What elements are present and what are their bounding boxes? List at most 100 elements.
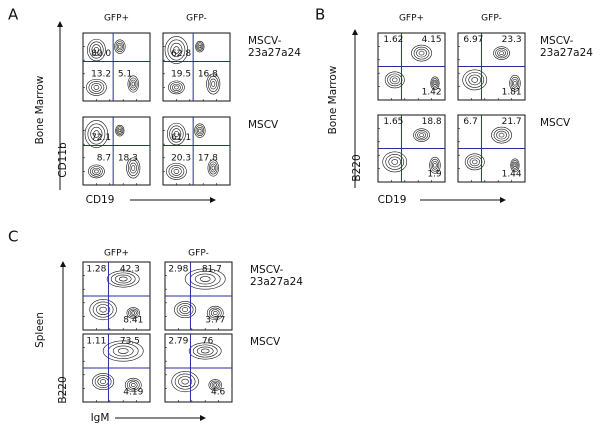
contour [493,128,510,142]
contour [169,125,184,143]
y-marker-label: CD11b [57,142,69,178]
quadrant-value: 76 [202,336,214,346]
contour [206,305,224,321]
contour [468,74,482,86]
contour [168,164,185,178]
quadrant-value: 80.0 [91,49,111,59]
contour [192,344,218,358]
contour [391,159,399,165]
contour [415,129,428,141]
quadrant-value: 18.3 [118,153,138,163]
contour [129,162,137,174]
contour [210,380,221,390]
quadrant-value: 8.7 [97,153,111,163]
row-label: MSCV- [250,264,284,276]
contour [110,272,136,286]
contour [465,72,485,88]
contour [431,160,438,170]
quadrant-value: 1.81 [502,87,522,97]
contour [117,348,129,354]
contour [413,46,430,60]
contour [93,46,99,54]
column-label: GFP- [188,249,209,259]
contour [469,157,480,167]
contour [89,299,117,321]
quadrant-value: 5.1 [118,69,132,79]
contour [213,383,218,387]
contour [199,276,211,282]
quadrant-value: 81.7 [202,264,222,274]
contour [124,377,142,393]
quadrant-value: 16.8 [198,69,218,79]
contour [86,78,107,96]
panel-letter: C [8,228,18,246]
contour [173,46,180,54]
quadrant-value: 72.1 [91,133,111,143]
contour [126,157,141,179]
contour [471,77,479,83]
contour [89,41,104,59]
contour [91,44,102,56]
contour [208,307,222,319]
contour [432,79,438,87]
contour [430,76,440,90]
contour [512,161,518,169]
contour [392,77,398,83]
quadrant-value: 2.98 [168,264,188,274]
contour [127,160,139,176]
contour [511,160,519,171]
contour [433,81,437,86]
contour [126,379,140,391]
contour [495,47,508,59]
contour [116,126,124,135]
contour [131,81,135,87]
contour [128,308,139,318]
contour [198,44,202,49]
contour [181,378,189,385]
contour [184,268,226,290]
contour [88,80,105,94]
contour [211,81,216,87]
contour [210,309,220,317]
contour [208,379,222,391]
x-marker-label: CD19 [86,194,115,206]
contour [127,75,139,93]
contour [115,41,125,52]
contour [118,44,122,49]
contour [491,126,512,144]
contour [207,76,219,92]
contour [116,42,123,51]
contour [168,80,185,95]
contour [90,166,103,177]
contour [472,159,478,165]
contour [211,381,219,389]
contour [131,311,136,315]
contour [430,158,440,172]
contour [387,73,403,87]
quadrant-value: 23.3 [502,35,522,45]
quadrant-value: 20.3 [171,153,191,163]
contour [128,381,138,389]
quadrant-value: 6.7 [463,117,477,127]
row-label: 23a27a24 [540,47,593,59]
contour [112,345,134,357]
row-label: 23a27a24 [250,276,303,288]
contour [129,309,137,317]
contour [106,270,140,288]
quadrant-value: 1.44 [502,169,522,179]
contour [510,158,520,172]
panel-letter: A [8,6,19,24]
quadrant-value: 18.8 [422,117,442,127]
contour [115,124,125,137]
row-label: MSCV [248,119,279,131]
row-label: MSCV [250,336,281,348]
contour [194,273,216,285]
contour [462,69,488,91]
contour [196,126,203,135]
quadrant-value: 4.19 [123,387,143,397]
quadrant-value: 1.9 [427,169,442,179]
contour [194,123,206,138]
contour [86,38,106,62]
quadrant-value: 19.5 [171,69,191,79]
contour [170,82,183,93]
